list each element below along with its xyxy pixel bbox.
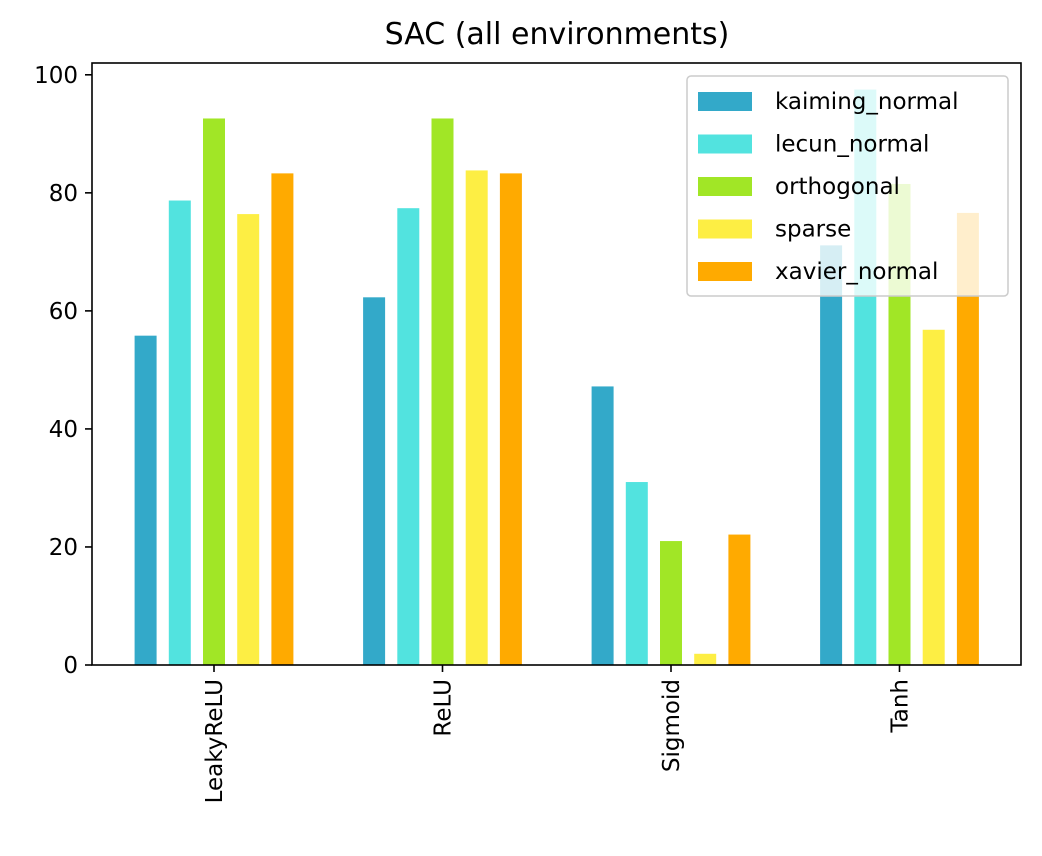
y-axis: 0 20 40 60 80 100: [34, 63, 92, 679]
bar-xavier_normal-Tanh: [956, 212, 979, 665]
x-tick-label: LeakyReLU: [202, 679, 228, 803]
chart-title: SAC (all environments): [385, 17, 730, 52]
bar-sparse-Tanh: [922, 329, 945, 665]
bar-kaiming_normal-ReLU: [363, 297, 386, 665]
legend-swatch-lecun_normal: [698, 134, 752, 154]
y-tick-label: 40: [49, 417, 78, 443]
bar-sparse-LeakyReLU: [237, 214, 260, 665]
legend-swatch-kaiming_normal: [698, 92, 752, 111]
y-tick-label: 60: [49, 299, 78, 325]
bar-lecun_normal-ReLU: [397, 208, 420, 665]
y-tick-label: 80: [49, 181, 78, 207]
legend-label-lecun_normal: lecun_normal: [775, 132, 929, 158]
legend-swatch-xavier_normal: [698, 262, 752, 281]
bar-orthogonal-Tanh: [888, 183, 911, 666]
bar-lecun_normal-Sigmoid: [625, 482, 648, 665]
legend-box: [686, 75, 1009, 297]
legend-swatch-sparse: [698, 219, 752, 239]
bar-kaiming_normal-Tanh: [820, 245, 843, 665]
x-tick-label: Sigmoid: [659, 679, 685, 772]
y-tick-label: 100: [34, 63, 78, 89]
x-tick-label: Tanh: [888, 679, 914, 734]
legend-label-kaiming_normal: kaiming_normal: [775, 89, 958, 115]
bar-xavier_normal-ReLU: [499, 173, 522, 665]
legend: kaiming_normal lecun_normal orthogonal spar…: [686, 75, 1009, 297]
bar-lecun_normal-LeakyReLU: [168, 200, 191, 665]
bar-kaiming_normal-Sigmoid: [591, 386, 614, 665]
x-tick-label: ReLU: [431, 679, 457, 737]
plot-frame: [91, 62, 1022, 666]
bar-orthogonal-Sigmoid: [660, 541, 682, 665]
bar-sparse-ReLU: [465, 170, 488, 666]
y-tick-label: 0: [63, 653, 78, 679]
legend-swatch-orthogonal: [698, 177, 752, 196]
bar-sparse-Sigmoid: [694, 653, 717, 665]
y-tick-label: 20: [49, 535, 78, 561]
bar-xavier_normal-Sigmoid: [728, 534, 751, 665]
legend-label-sparse: sparse: [775, 217, 851, 243]
bar-xavier_normal-LeakyReLU: [271, 173, 294, 665]
bar-orthogonal-LeakyReLU: [203, 118, 225, 666]
x-axis: LeakyReLU ReLU Sigmoid Tanh: [202, 665, 914, 803]
bar-kaiming_normal-LeakyReLU: [134, 335, 157, 665]
bar-orthogonal-ReLU: [431, 118, 454, 666]
legend-label-xavier_normal: xavier_normal: [775, 259, 938, 285]
legend-label-orthogonal: orthogonal: [775, 174, 900, 200]
